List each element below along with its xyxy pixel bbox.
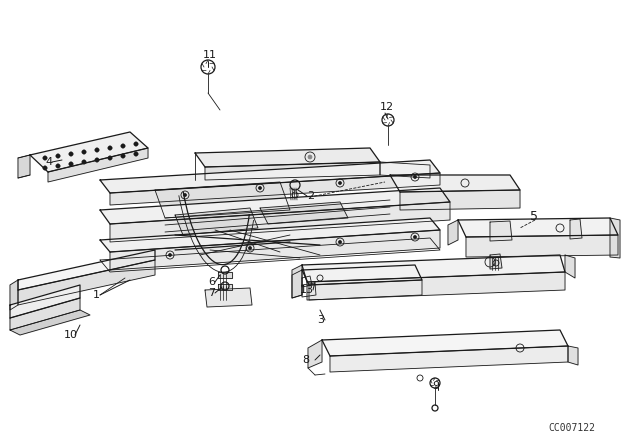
- Polygon shape: [218, 272, 232, 278]
- Polygon shape: [110, 173, 440, 205]
- Polygon shape: [309, 280, 422, 300]
- Text: 6: 6: [208, 277, 215, 287]
- Text: 3: 3: [317, 315, 324, 325]
- Polygon shape: [100, 160, 440, 193]
- Polygon shape: [100, 218, 440, 252]
- Polygon shape: [307, 272, 565, 300]
- Text: 8: 8: [302, 355, 309, 365]
- Polygon shape: [292, 265, 302, 298]
- Text: 5: 5: [530, 211, 538, 224]
- Polygon shape: [218, 284, 232, 290]
- Circle shape: [339, 181, 342, 185]
- Polygon shape: [205, 162, 380, 180]
- Polygon shape: [10, 298, 80, 330]
- Circle shape: [259, 186, 262, 190]
- Polygon shape: [400, 190, 520, 210]
- Polygon shape: [10, 285, 80, 318]
- Circle shape: [56, 154, 60, 158]
- Polygon shape: [568, 346, 578, 365]
- Circle shape: [95, 158, 99, 162]
- Polygon shape: [458, 218, 618, 237]
- Polygon shape: [18, 155, 30, 178]
- Text: 12: 12: [380, 102, 394, 112]
- Polygon shape: [110, 230, 440, 270]
- Polygon shape: [260, 202, 348, 224]
- Text: CC007122: CC007122: [548, 423, 595, 433]
- Polygon shape: [205, 288, 252, 307]
- Polygon shape: [195, 148, 380, 167]
- Circle shape: [248, 246, 252, 250]
- Circle shape: [413, 176, 417, 178]
- Circle shape: [43, 156, 47, 160]
- Polygon shape: [18, 260, 155, 305]
- Circle shape: [69, 162, 73, 166]
- Circle shape: [69, 152, 73, 156]
- Polygon shape: [100, 188, 450, 224]
- Polygon shape: [490, 254, 502, 269]
- Text: 1: 1: [93, 290, 100, 300]
- Polygon shape: [330, 346, 568, 372]
- Polygon shape: [175, 208, 258, 235]
- Polygon shape: [466, 235, 618, 257]
- Circle shape: [168, 254, 172, 257]
- Polygon shape: [10, 280, 18, 310]
- Polygon shape: [308, 340, 322, 368]
- Polygon shape: [110, 202, 450, 242]
- Polygon shape: [302, 265, 422, 285]
- Text: 2: 2: [307, 191, 314, 201]
- Circle shape: [82, 150, 86, 154]
- Polygon shape: [570, 219, 582, 239]
- Circle shape: [134, 152, 138, 156]
- Text: 7: 7: [208, 288, 215, 298]
- Circle shape: [95, 148, 99, 152]
- Polygon shape: [292, 270, 302, 298]
- Circle shape: [43, 166, 47, 170]
- Circle shape: [184, 194, 186, 197]
- Text: 11: 11: [203, 50, 217, 60]
- Circle shape: [121, 144, 125, 148]
- Circle shape: [56, 164, 60, 168]
- Circle shape: [308, 155, 312, 159]
- Polygon shape: [18, 250, 155, 290]
- Circle shape: [108, 156, 112, 160]
- Polygon shape: [30, 132, 148, 172]
- Polygon shape: [322, 330, 568, 356]
- Polygon shape: [565, 255, 575, 278]
- Polygon shape: [155, 182, 290, 218]
- Polygon shape: [448, 220, 458, 245]
- Polygon shape: [610, 218, 620, 258]
- Text: 10: 10: [64, 330, 78, 340]
- Polygon shape: [302, 255, 565, 282]
- Text: 13: 13: [300, 285, 314, 295]
- Polygon shape: [10, 310, 90, 335]
- Polygon shape: [380, 162, 430, 178]
- Circle shape: [134, 142, 138, 146]
- Polygon shape: [390, 175, 520, 192]
- Polygon shape: [490, 221, 512, 241]
- Text: 9: 9: [432, 381, 439, 391]
- Polygon shape: [48, 148, 148, 182]
- Circle shape: [121, 154, 125, 158]
- Circle shape: [82, 160, 86, 164]
- Circle shape: [339, 241, 342, 244]
- Circle shape: [108, 146, 112, 150]
- Circle shape: [413, 236, 417, 238]
- Text: 4: 4: [45, 157, 52, 167]
